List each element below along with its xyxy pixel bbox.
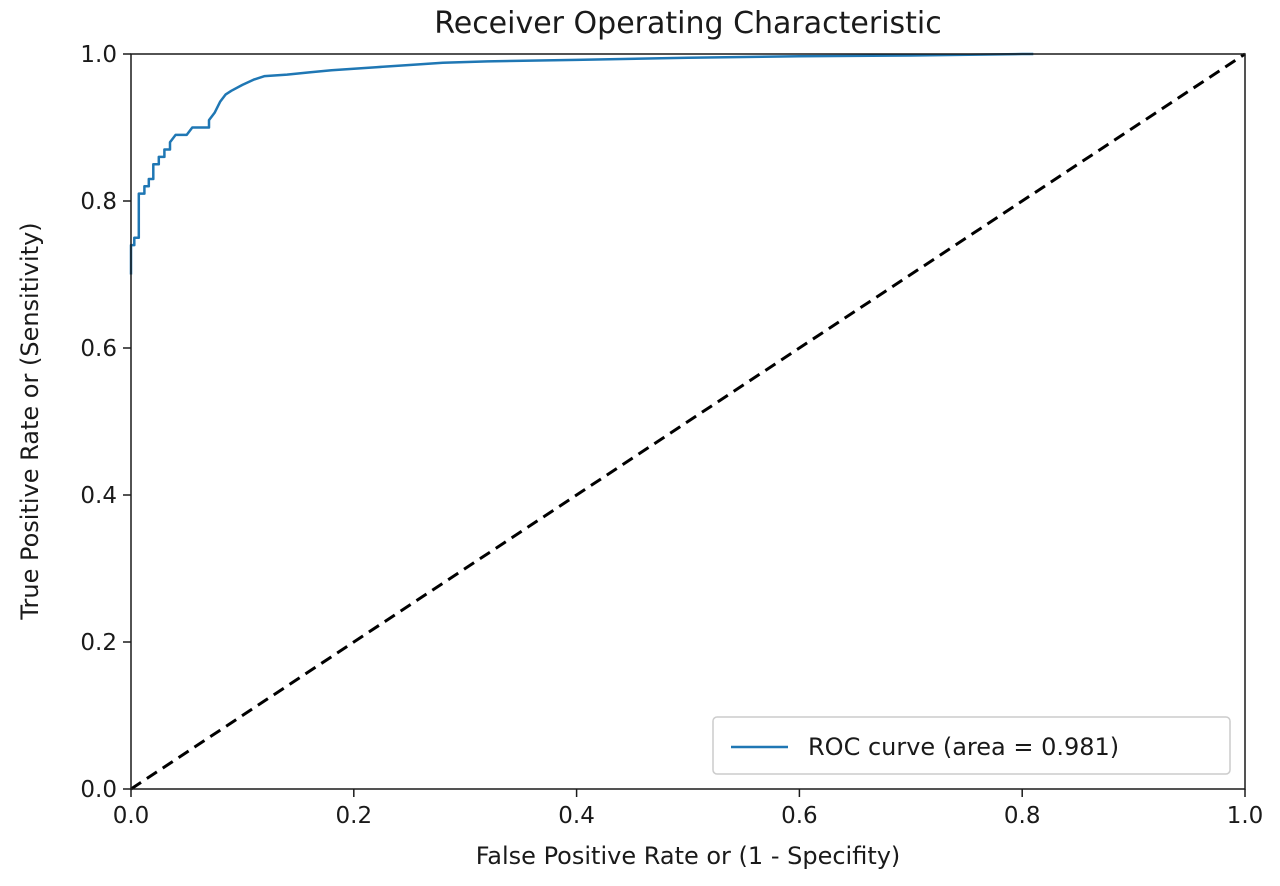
chart-title: Receiver Operating Characteristic: [434, 6, 942, 41]
y-tick-label: 0.2: [80, 630, 117, 656]
y-tick-label: 0.0: [80, 777, 117, 803]
y-axis-ticks: 0.0 0.2 0.4 0.6 0.8 1.0: [80, 42, 131, 803]
x-tick-label: 0.0: [113, 803, 150, 829]
legend-label-roc: ROC curve (area = 0.981): [808, 733, 1119, 761]
y-tick-label: 0.6: [80, 336, 117, 362]
legend: ROC curve (area = 0.981): [712, 716, 1231, 775]
chance-diagonal-line: [130, 52, 1246, 791]
x-tick-label: 0.6: [781, 803, 818, 829]
x-tick-label: 0.4: [558, 803, 595, 829]
y-axis-label: True Positive Rate or (Sensitivity): [16, 222, 44, 620]
x-axis-label: False Positive Rate or (1 - Specifity): [476, 842, 901, 870]
series-layer: [129, 52, 1246, 791]
legend-box: [712, 716, 1231, 775]
y-tick-label: 1.0: [80, 42, 117, 68]
x-tick-label: 0.2: [336, 803, 373, 829]
y-tick-label: 0.8: [80, 189, 117, 215]
x-tick-label: 0.8: [1004, 803, 1041, 829]
x-tick-label: 1.0: [1227, 803, 1264, 829]
roc-curve-line: [129, 52, 1034, 275]
x-axis-ticks: 0.0 0.2 0.4 0.6 0.8 1.0: [113, 789, 1264, 829]
plot-area-frame: [130, 53, 1246, 790]
y-tick-label: 0.4: [80, 483, 117, 509]
